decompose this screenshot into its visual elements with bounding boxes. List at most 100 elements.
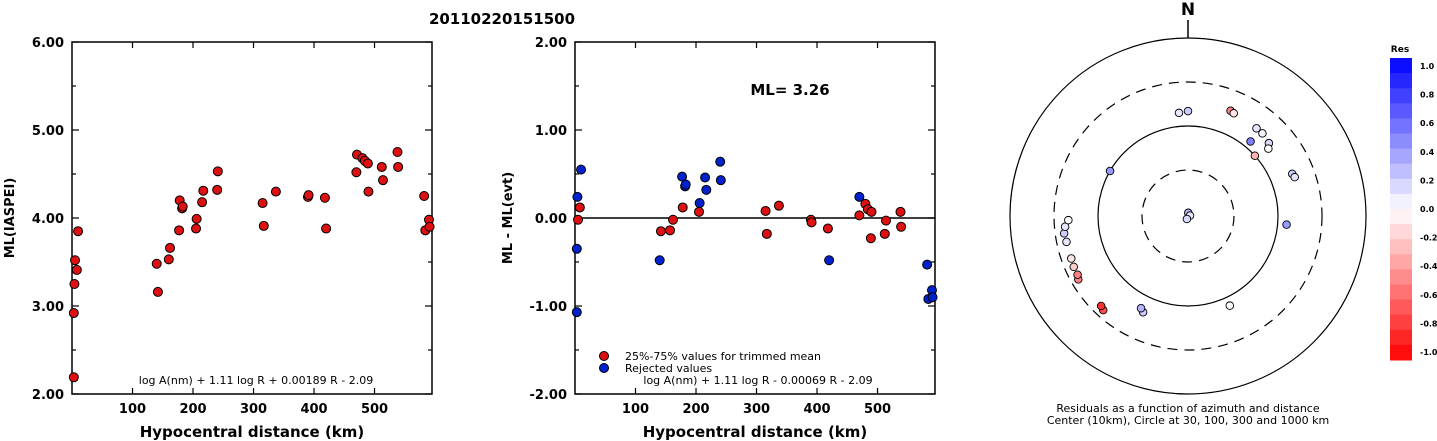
data-point (773, 200, 784, 211)
polar-point (1073, 270, 1082, 279)
y-tick-label: 4.00 (32, 212, 64, 227)
ring-30km (1141, 169, 1235, 263)
y-axis-label: ML - ML(evt) (501, 172, 516, 264)
data-point (152, 286, 163, 297)
colorbar-swatch (1390, 178, 1412, 195)
colorbar-swatch (1390, 118, 1412, 134)
data-point (424, 221, 435, 232)
ring-100km (1097, 125, 1279, 307)
polar-point (1229, 109, 1238, 118)
data-point (761, 228, 772, 239)
x-tick-label: 500 (361, 402, 388, 417)
colorbar-swatch (1390, 88, 1412, 104)
colorbar-swatch (1390, 58, 1412, 74)
data-point (376, 161, 387, 172)
data-point (879, 228, 890, 239)
colorbar: Res 1.0 0.8 0.6 0.4 0.2 0.0 -0.2 -0.4 -0.6 -0.8 -1… (1390, 45, 1437, 361)
colorbar-title: Res (1391, 45, 1409, 55)
colorbar-tick-label: 0.2 (1420, 176, 1434, 185)
colorbar-swatch (1390, 209, 1412, 225)
colorbar-tick-label: 1.0 (1420, 62, 1435, 71)
data-point (680, 179, 691, 190)
data-point (694, 206, 705, 217)
data-point (806, 217, 817, 228)
data-point (760, 205, 771, 216)
polar-point (1183, 106, 1193, 116)
polar-point (1282, 220, 1291, 229)
data-point (715, 175, 726, 186)
colorbar-tick-label: -0.4 (1420, 262, 1437, 271)
data-point (321, 223, 332, 234)
data-points (571, 156, 938, 318)
polar-point (1060, 222, 1070, 232)
y-axis-label: ML(IASPEI) (3, 178, 18, 259)
colorbar-swatch (1390, 299, 1412, 316)
data-point (363, 186, 374, 197)
x-ticks: 100 200 300 400 500 (622, 42, 891, 417)
polar-point (1069, 262, 1078, 272)
data-point (854, 210, 865, 221)
data-point (700, 172, 711, 183)
y-tick-label: -1.00 (530, 300, 567, 315)
data-point (880, 215, 891, 226)
data-point (69, 279, 80, 289)
data-point (68, 372, 79, 383)
data-point (574, 202, 585, 213)
x-tick-label: 300 (743, 402, 770, 417)
colorbar-tick-label: 0.8 (1420, 91, 1435, 100)
colorbar-swatch (1390, 133, 1412, 150)
data-point (664, 225, 675, 236)
y-ticks: 2.00 3.00 4.00 5.00 6.00 (32, 36, 432, 403)
colorbar-swatch (1390, 73, 1412, 89)
data-point (70, 255, 81, 266)
data-point (151, 258, 162, 269)
data-point (270, 186, 281, 197)
data-point (392, 147, 403, 157)
data-point (822, 223, 833, 234)
data-point (177, 201, 188, 212)
data-point (677, 202, 688, 213)
polar-point (1062, 237, 1071, 247)
chart-ml-residual: 100 200 300 400 500 -2.00 -1.00 0.00 1.00 2.00 M… (501, 36, 938, 441)
y-ticks: -2.00 -1.00 0.00 1.00 2.00 (530, 36, 935, 403)
legend-label-trimmed: 25%-75% values for trimmed mean (625, 350, 821, 363)
colorbar-ticks: 1.0 0.8 0.6 0.4 0.2 0.0 -0.2 -0.4 -0.6 -0.8 -1.0 (1420, 62, 1437, 357)
x-axis-label: Hypocentral distance (km) (140, 423, 365, 441)
colorbar-swatch (1390, 103, 1412, 119)
data-point (303, 190, 314, 201)
data-point (927, 292, 938, 303)
ml-annotation: ML= 3.26 (750, 81, 829, 99)
plot-frame (71, 41, 433, 395)
data-point (576, 164, 587, 175)
data-point (896, 221, 907, 232)
data-point (655, 226, 666, 237)
x-tick-label: 200 (682, 402, 709, 417)
colorbar-swatch (1390, 148, 1412, 165)
data-point (694, 198, 705, 209)
data-point (257, 198, 268, 209)
colorbar-swatch (1390, 193, 1412, 210)
caption-line-1: Residuals as a function of azimuth and d… (1056, 402, 1319, 415)
y-tick-label: 1.00 (535, 124, 567, 139)
data-point (191, 213, 202, 224)
north-label: N (1181, 0, 1195, 20)
data-point (191, 223, 202, 234)
polar-point (1064, 215, 1073, 225)
x-axis-label: Hypocentral distance (km) (643, 423, 868, 441)
polar-point (1105, 166, 1115, 176)
data-point (654, 255, 665, 266)
data-point (198, 185, 209, 196)
data-point (573, 214, 584, 225)
polar-point (1096, 301, 1106, 311)
data-point (351, 167, 362, 178)
data-point (319, 192, 330, 203)
legend-marker-trimmed (599, 351, 609, 361)
data-point (212, 166, 223, 177)
x-ticks: 100 200 300 400 500 (119, 42, 388, 417)
data-point (197, 197, 208, 208)
data-point (68, 308, 79, 319)
polar-point (1258, 129, 1267, 138)
y-tick-label: 6.00 (32, 36, 64, 51)
colorbar-tick-label: 0.4 (1420, 148, 1435, 157)
polar-point (1174, 108, 1184, 118)
